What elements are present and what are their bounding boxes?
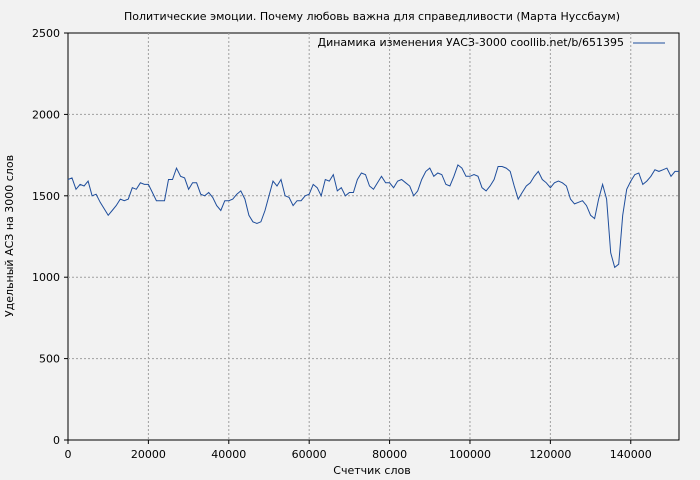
x-tick-label: 140000 bbox=[610, 448, 652, 461]
plot-frame bbox=[67, 32, 680, 441]
legend-label: Динамика изменения УАСЗ-3000 coollib.net… bbox=[318, 36, 625, 49]
x-axis: 0 20000 40000 60000 80000 100000 120000 140000 bbox=[65, 440, 652, 461]
series-layer bbox=[67, 164, 679, 269]
y-tick-label: 0 bbox=[53, 434, 60, 447]
x-axis-label: Счетчик слов bbox=[333, 464, 410, 477]
grid bbox=[68, 33, 679, 440]
y-tick-label: 1000 bbox=[32, 271, 60, 284]
y-tick-label: 1500 bbox=[32, 190, 60, 203]
y-axis: 0 500 1000 1500 2000 2500 bbox=[32, 27, 68, 447]
y-tick-label: 2000 bbox=[32, 108, 60, 121]
y-tick-label: 2500 bbox=[32, 27, 60, 40]
chart-title: Политические эмоции. Почему любовь важна… bbox=[124, 10, 620, 23]
x-tick-label: 100000 bbox=[449, 448, 491, 461]
x-tick-label: 0 bbox=[65, 448, 72, 461]
plot-area bbox=[67, 32, 680, 441]
x-tick-label: 120000 bbox=[529, 448, 571, 461]
x-tick-label: 60000 bbox=[292, 448, 327, 461]
y-axis-label: Удельный АСЗ на 3000 слов bbox=[3, 155, 16, 317]
x-tick-label: 80000 bbox=[372, 448, 407, 461]
y-tick-label: 500 bbox=[39, 353, 60, 366]
x-tick-label: 20000 bbox=[131, 448, 166, 461]
x-tick-label: 40000 bbox=[211, 448, 246, 461]
series-line bbox=[67, 164, 679, 269]
legend: Динамика изменения УАСЗ-3000 coollib.net… bbox=[318, 36, 665, 49]
